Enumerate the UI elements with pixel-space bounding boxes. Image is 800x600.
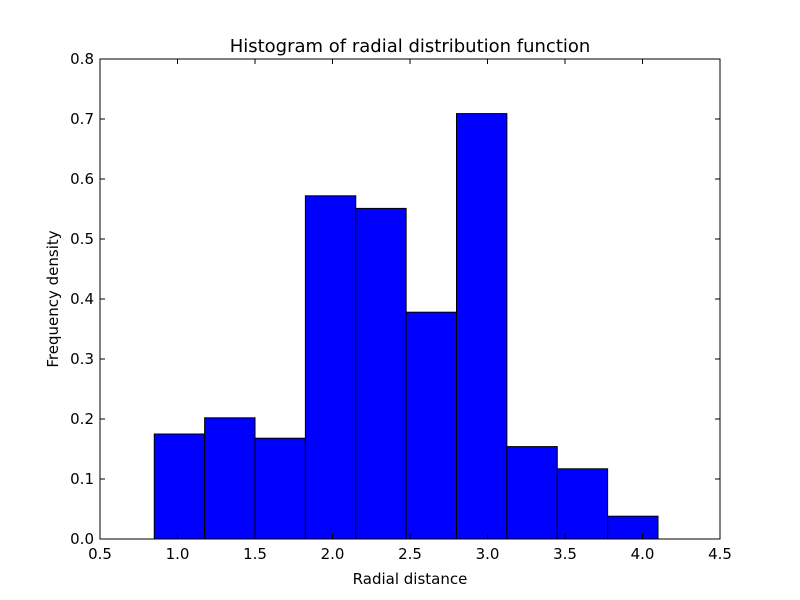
x-tick-label-9: 4.5 (708, 545, 732, 563)
bars-group (153, 113, 659, 540)
x-axis-title: Radial distance (353, 570, 468, 588)
y-axis-title: Frequency density (44, 230, 62, 367)
y-tick-label-8: 0.7 (70, 110, 94, 128)
histogram-bar-5 (355, 207, 407, 540)
y-tick-label-1: 0.0 (70, 530, 94, 548)
histogram-bar-3 (254, 437, 306, 540)
x-tick-label-4: 2.0 (321, 545, 345, 563)
x-tick-label-6: 3.0 (476, 545, 500, 563)
ticks-group: 0.5 1.0 1.5 2.0 2.5 3.0 3.5 4.0 4.5 0.0 0.1 0.2 0.3 0… (70, 50, 732, 563)
y-tick-label-9: 0.8 (70, 50, 94, 68)
histogram-bar-9 (556, 468, 609, 540)
histogram-bar-1 (153, 433, 206, 540)
x-tick-label-2: 1.0 (166, 545, 190, 563)
x-tick-label-1: 0.5 (88, 545, 112, 563)
x-tick-label-7: 3.5 (553, 545, 577, 563)
y-tick-label-2: 0.1 (70, 470, 94, 488)
chart-title: Histogram of radial distribution functio… (230, 36, 591, 57)
histogram-bar-8 (506, 446, 558, 540)
y-tick-label-5: 0.4 (70, 290, 94, 308)
x-tick-label-5: 2.5 (398, 545, 422, 563)
plot-frame (99, 58, 721, 540)
histogram-bar-10 (607, 515, 659, 540)
x-tick-label-8: 4.0 (631, 545, 655, 563)
y-tick-label-3: 0.2 (70, 410, 94, 428)
histogram-bar-7 (456, 113, 508, 540)
histogram-bar-4 (304, 195, 357, 540)
histogram-bar-6 (405, 311, 458, 540)
y-tick-label-6: 0.5 (70, 230, 94, 248)
x-tick-label-3: 1.5 (243, 545, 267, 563)
histogram-bar-2 (204, 417, 256, 540)
y-tick-label-4: 0.3 (70, 350, 94, 368)
y-tick-label-7: 0.6 (70, 170, 94, 188)
